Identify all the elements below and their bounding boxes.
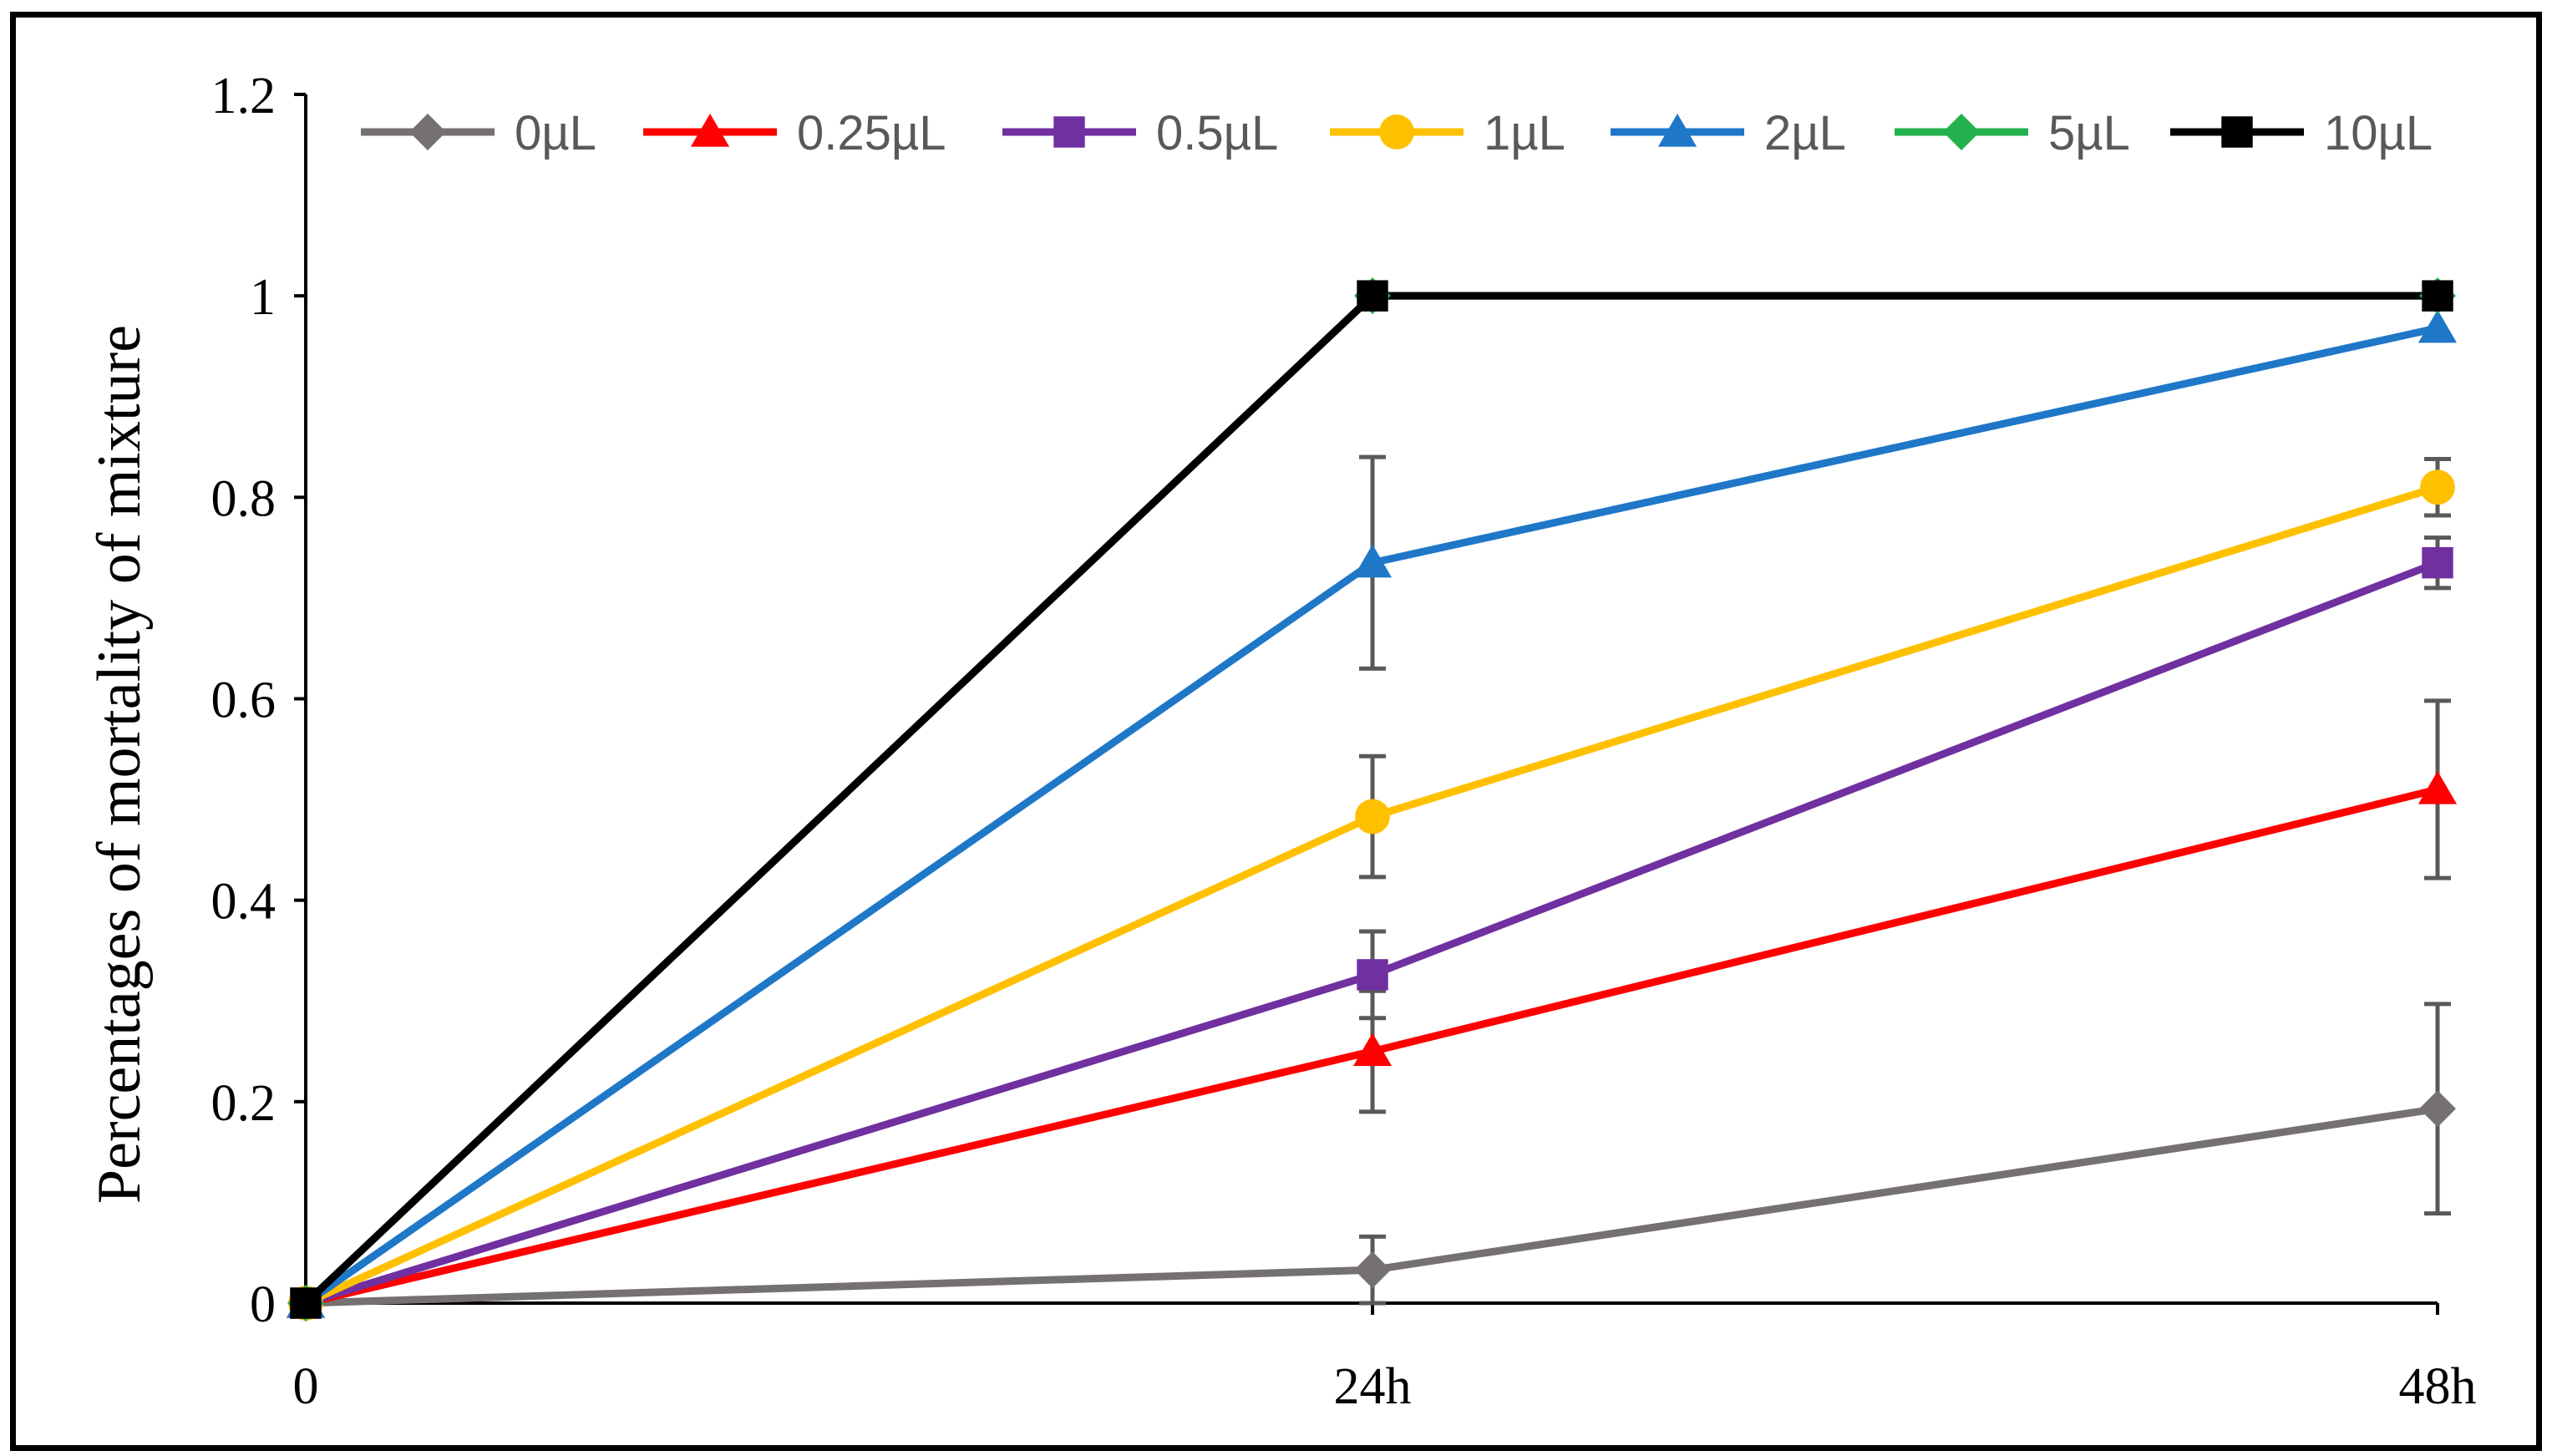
legend-item: 0.25µL <box>643 106 946 160</box>
x-tick-labels: 0 24h 48h <box>293 1358 2477 1415</box>
data-point-10l <box>2422 280 2453 312</box>
legend-label: 0.5µL <box>1156 106 1278 160</box>
y-tick-label: 1 <box>250 269 276 326</box>
legend-label: 0µL <box>515 106 596 160</box>
legend-marker <box>2221 116 2253 148</box>
x-tick-label: 24h <box>1334 1358 1412 1415</box>
data-point-0-5l <box>2422 547 2453 579</box>
x-tick-label: 0 <box>293 1358 319 1415</box>
error-bars <box>1359 454 2451 1306</box>
y-tick-label: 0.2 <box>211 1075 277 1132</box>
legend-marker <box>690 114 730 147</box>
data-point-0-25l <box>1352 1032 1393 1067</box>
legend-item: 5µL <box>1895 106 2130 160</box>
axes <box>294 93 2439 1315</box>
legend-marker <box>1379 114 1414 150</box>
data-point-1l <box>1355 799 1390 835</box>
legend-item: 10µL <box>2170 106 2433 160</box>
data-point-0l <box>1354 1251 1391 1289</box>
y-tick-label: 0 <box>250 1276 276 1333</box>
legend-label: 2µL <box>1764 106 1846 160</box>
y-tick-label: 0.4 <box>211 874 277 931</box>
y-tick-label: 1.2 <box>211 68 277 124</box>
x-tick-label: 48h <box>2399 1358 2477 1415</box>
chart-frame <box>10 12 2542 1451</box>
legend-marker <box>409 114 446 150</box>
y-axis-label: Percentages of mortality of mixture <box>85 325 154 1204</box>
data-point-10l <box>290 1287 322 1319</box>
legend-marker <box>1943 114 1980 150</box>
legend: 0µL 0.25µL 0.5µL 1µL 2µL 5µL 10µL <box>361 106 2433 160</box>
legend-item: 0µL <box>361 106 596 160</box>
data-point-10l <box>1357 280 1388 312</box>
data-point-0-5l <box>1357 959 1388 991</box>
legend-marker <box>1053 116 1085 148</box>
y-tick-label: 0.6 <box>211 672 277 729</box>
data-point-0-25l <box>2418 771 2458 804</box>
data-point-2l <box>1352 544 1393 578</box>
data-point-2l <box>2418 309 2458 343</box>
data-point-0l <box>2419 1090 2456 1128</box>
legend-label: 1µL <box>1484 106 1565 160</box>
legend-item: 2µL <box>1611 106 1846 160</box>
legend-label: 5µL <box>2048 106 2130 160</box>
series-markers <box>286 277 2458 1322</box>
legend-label: 0.25µL <box>797 106 946 160</box>
legend-marker <box>1657 114 1697 147</box>
legend-item: 1µL <box>1330 106 1565 160</box>
y-tick-labels: 0 0.2 0.4 0.6 0.8 1 1.2 <box>211 68 277 1333</box>
y-tick-label: 0.8 <box>211 470 277 527</box>
legend-item: 0.5µL <box>1002 106 1278 160</box>
data-point-1l <box>2420 469 2455 505</box>
legend-label: 10µL <box>2324 106 2433 160</box>
